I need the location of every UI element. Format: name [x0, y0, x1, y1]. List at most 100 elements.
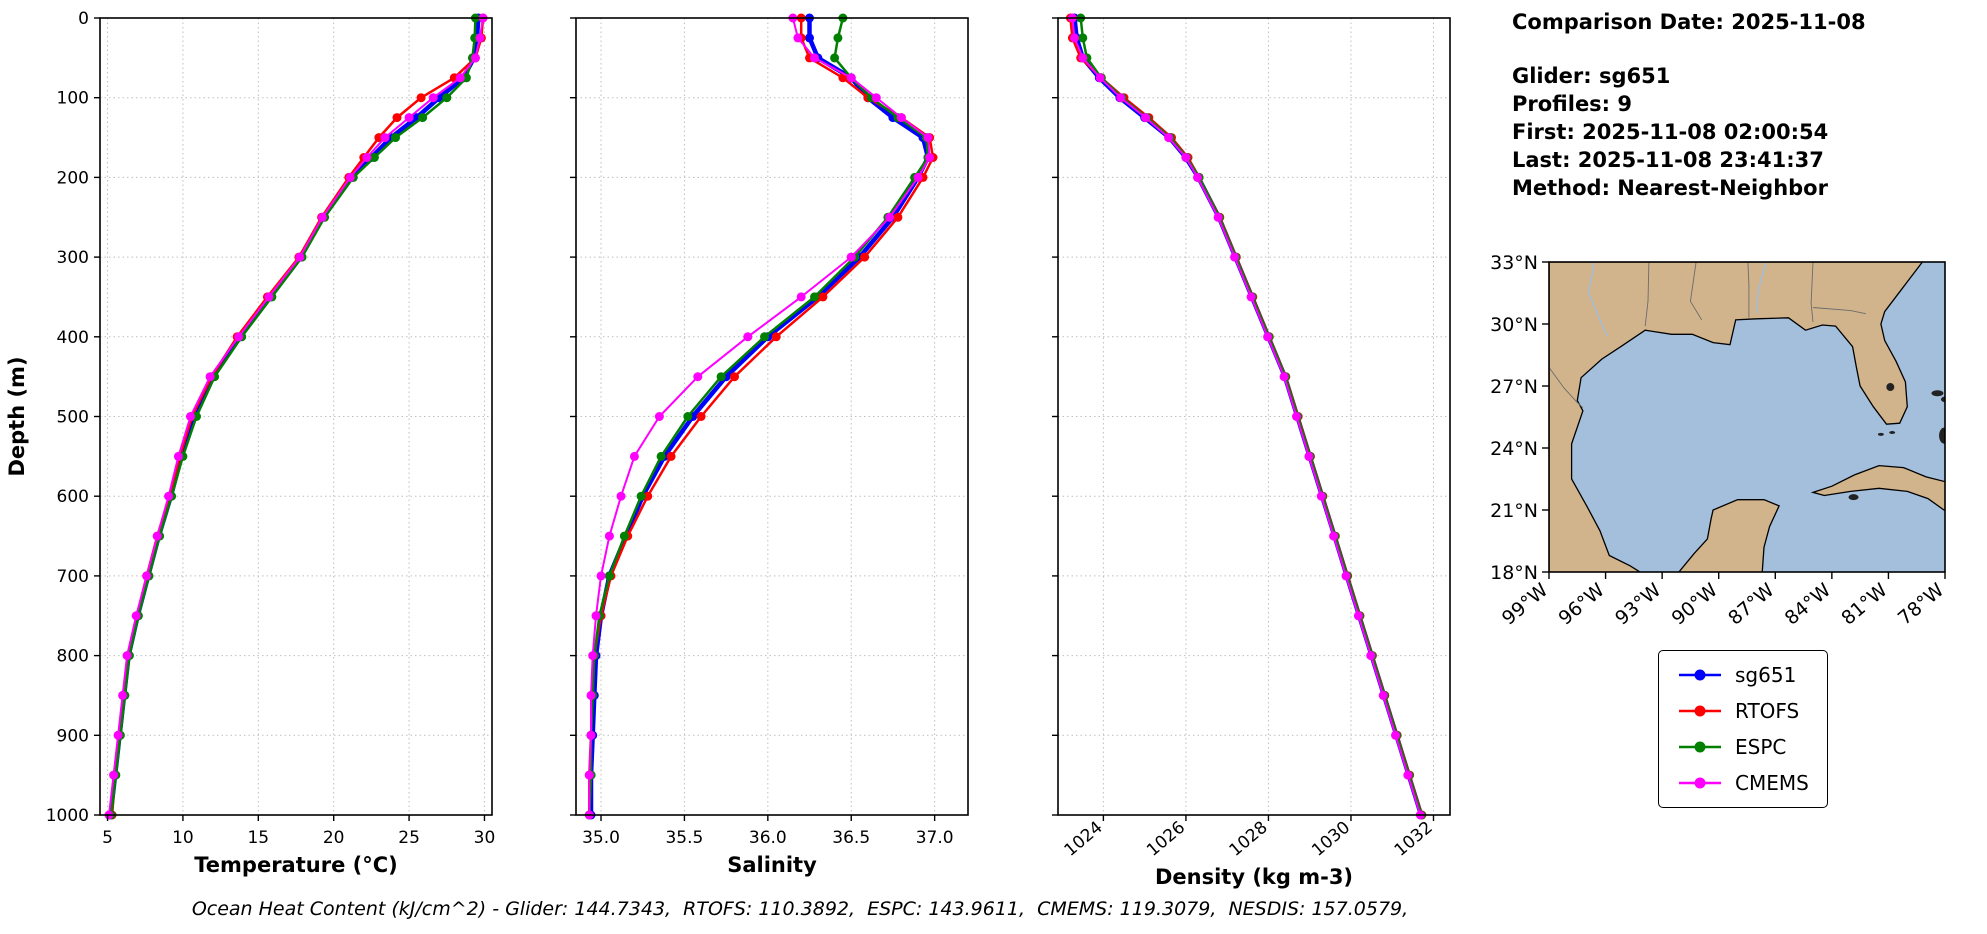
svg-text:24°N: 24°N: [1490, 438, 1538, 460]
legend-item-rtofs: RTOFS: [1677, 699, 1809, 723]
legend-item-cmems: CMEMS: [1677, 771, 1809, 795]
first-line: First: 2025-11-08 02:00:54: [1512, 120, 1829, 144]
border-line: [1812, 307, 1866, 315]
density-profile-plot: 1024 1026 1028 1030 1032 Density (kg m-3): [1052, 13, 1451, 889]
svg-text:1024: 1024: [1061, 818, 1107, 861]
legend-label: RTOFS: [1735, 699, 1800, 723]
svg-text:37.0: 37.0: [916, 828, 954, 848]
svg-text:99°W: 99°W: [1498, 579, 1552, 630]
svg-text:200: 200: [57, 168, 89, 188]
island: [1931, 390, 1944, 397]
legend-item-espc: ESPC: [1677, 735, 1809, 759]
svg-text:1032: 1032: [1391, 818, 1437, 861]
legend-marker-icon: [1679, 741, 1721, 753]
island: [1889, 431, 1896, 434]
island: [1886, 383, 1895, 392]
y-axis-label: Depth (m): [5, 356, 29, 476]
svg-text:1026: 1026: [1143, 818, 1189, 861]
svg-text:0: 0: [78, 9, 89, 29]
svg-text:35.5: 35.5: [665, 828, 703, 848]
method-line: Method: Nearest-Neighbor: [1512, 176, 1828, 200]
svg-text:18°N: 18°N: [1490, 562, 1538, 584]
gridlines: [100, 17, 492, 816]
svg-text:400: 400: [57, 328, 89, 348]
svg-text:35.0: 35.0: [582, 828, 620, 848]
svg-text:1000: 1000: [46, 806, 89, 826]
temperature-profile-plot: 5 10 15 20 25 3001002003004005006007008009001…: [5, 9, 495, 877]
svg-text:78°W: 78°W: [1894, 579, 1948, 630]
svg-text:100: 100: [57, 89, 89, 109]
map-lon-axis: 99°W 96°W 93°W 90°W 87°W 84°W 81°W 78°W: [1498, 572, 1948, 630]
svg-text:10: 10: [172, 828, 194, 848]
legend-label: sg651: [1735, 663, 1797, 687]
x-axis-label: Density (kg m-3): [1155, 865, 1353, 889]
series-ESPC: [584, 13, 933, 820]
y-axis: [570, 17, 576, 816]
svg-text:36.0: 36.0: [749, 828, 787, 848]
legend-label: CMEMS: [1735, 771, 1809, 795]
svg-text:36.5: 36.5: [832, 828, 870, 848]
border-line: [1689, 262, 1703, 321]
svg-text:300: 300: [57, 248, 89, 268]
border-line: [1747, 262, 1750, 318]
map-lat-axis: 33°N 30°N 27°N 24°N 21°N 18°N: [1490, 252, 1549, 584]
legend-marker-icon: [1679, 777, 1721, 789]
legend-marker-icon: [1679, 669, 1721, 681]
salinity-profile-plot: 35.0 35.5 36.0 36.5 37.0 Salinity: [570, 13, 969, 877]
series-ESPC: [106, 13, 480, 820]
series-sg651: [586, 13, 933, 820]
series-RTOFS: [1065, 13, 1427, 820]
svg-text:90°W: 90°W: [1668, 579, 1722, 630]
river: [1587, 262, 1609, 337]
x-axis-label: Temperature (°C): [194, 853, 397, 877]
svg-text:700: 700: [57, 567, 89, 587]
gulf-of-mexico-map: 33°N 30°N 27°N 24°N 21°N 18°N99°W 96°W 93°W 90°W…: [1490, 252, 1948, 630]
gridlines: [1058, 17, 1450, 816]
svg-text:25: 25: [398, 828, 420, 848]
island: [1877, 432, 1884, 436]
svg-text:87°W: 87°W: [1724, 579, 1778, 630]
series-RTOFS: [107, 13, 488, 820]
svg-text:30°N: 30°N: [1490, 314, 1538, 336]
svg-text:93°W: 93°W: [1611, 579, 1665, 630]
border-line: [1644, 262, 1650, 327]
svg-text:600: 600: [57, 487, 89, 507]
river: [1755, 262, 1767, 314]
map-frame: [1548, 261, 1946, 573]
legend-item-sg651: sg651: [1677, 663, 1809, 687]
svg-text:1030: 1030: [1308, 818, 1354, 861]
x-axis: 1024 1026 1028 1030 1032: [1061, 815, 1437, 861]
comparison-date-line: Comparison Date: 2025-11-08: [1512, 10, 1866, 34]
svg-text:21°N: 21°N: [1490, 500, 1538, 522]
border-line: [1549, 367, 1584, 409]
gridlines: [576, 17, 968, 816]
legend-marker-icon: [1679, 705, 1721, 717]
island: [1940, 396, 1945, 403]
y-axis: [1052, 17, 1058, 816]
profiles-line: Profiles: 9: [1512, 92, 1633, 116]
map-land: [1549, 262, 1945, 572]
svg-text:96°W: 96°W: [1554, 579, 1608, 630]
glider-line: Glider: sg651: [1512, 64, 1671, 88]
svg-text:800: 800: [57, 647, 89, 667]
x-axis: 35.0 35.5 36.0 36.5 37.0: [582, 815, 954, 848]
svg-text:900: 900: [57, 726, 89, 746]
series-CMEMS: [1067, 13, 1425, 820]
svg-text:30: 30: [474, 828, 496, 848]
svg-text:1028: 1028: [1226, 818, 1272, 861]
svg-text:84°W: 84°W: [1781, 579, 1835, 630]
island: [1848, 494, 1859, 501]
svg-text:5: 5: [102, 828, 113, 848]
legend-label: ESPC: [1735, 735, 1787, 759]
svg-text:500: 500: [57, 408, 89, 428]
svg-text:20: 20: [323, 828, 345, 848]
x-axis: 5 10 15 20 25 30: [102, 815, 495, 848]
y-axis: 0 100 200 300 400 500 600 700 800 900 1000: [46, 9, 100, 826]
series-CMEMS: [584, 13, 935, 820]
series-CMEMS: [104, 13, 488, 820]
svg-text:33°N: 33°N: [1490, 252, 1538, 274]
last-line: Last: 2025-11-08 23:41:37: [1512, 148, 1824, 172]
x-axis-label: Salinity: [727, 853, 817, 877]
svg-text:81°W: 81°W: [1837, 579, 1891, 630]
